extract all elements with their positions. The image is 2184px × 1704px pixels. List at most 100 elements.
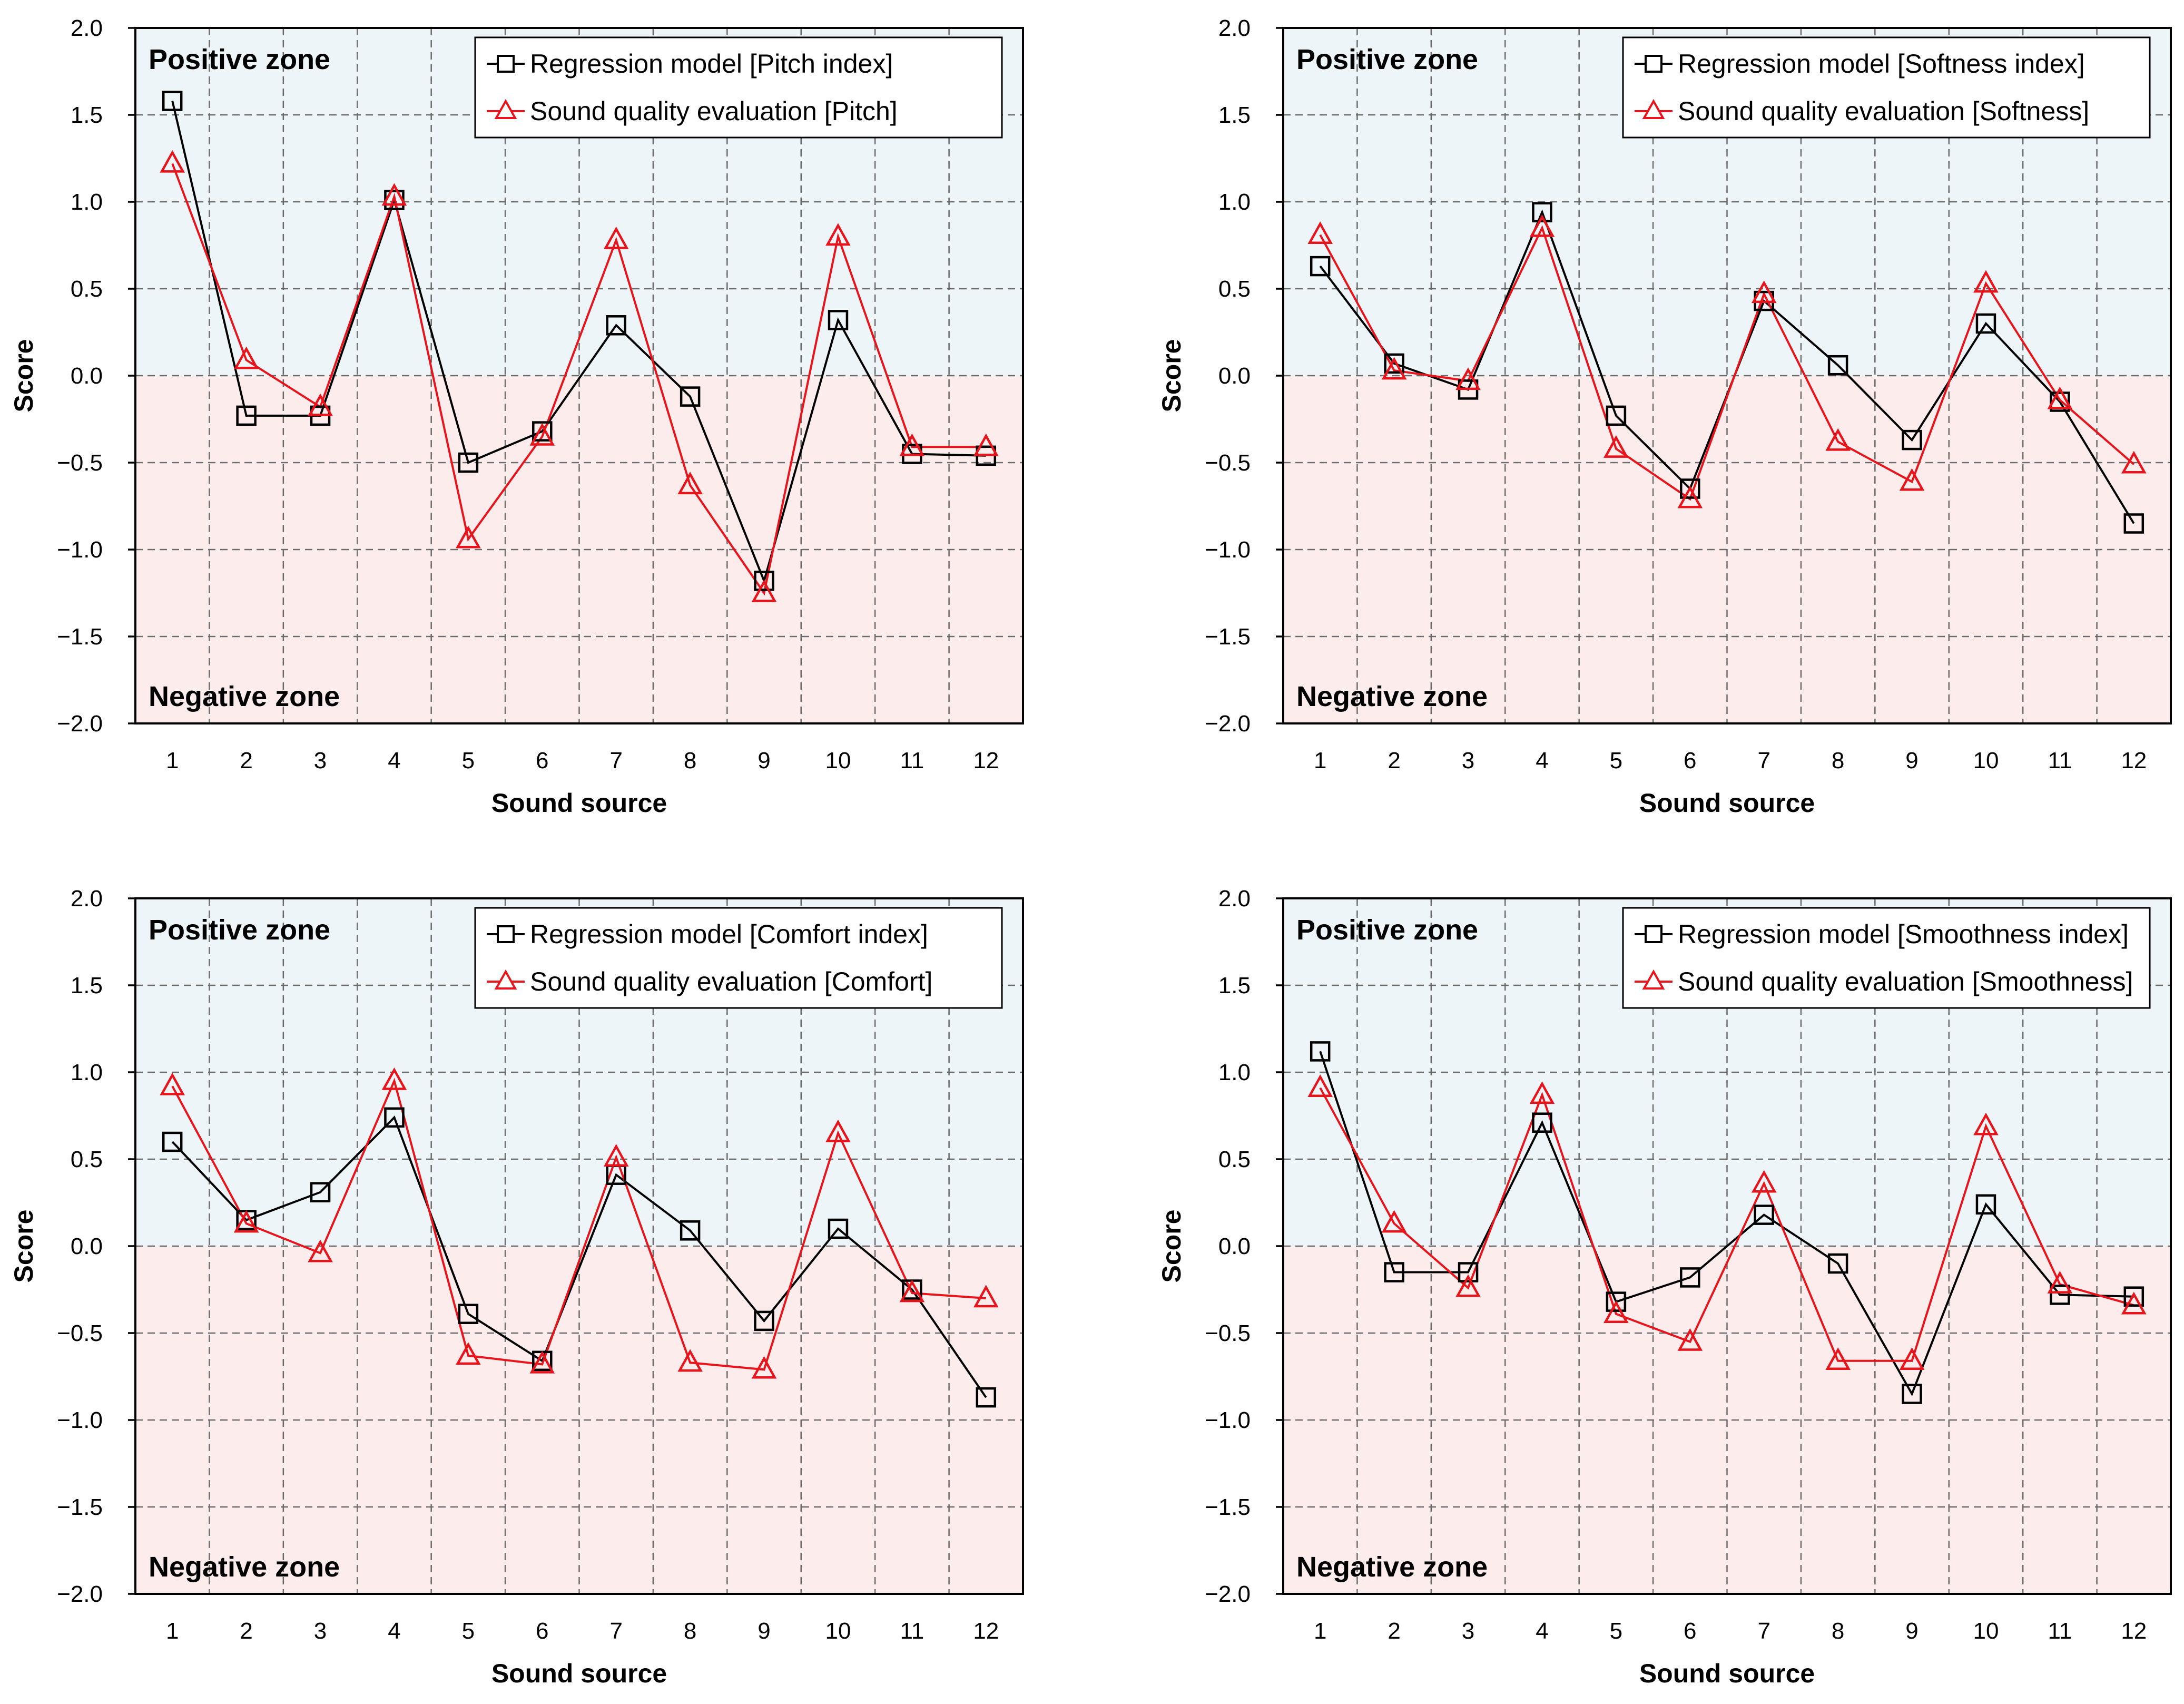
x-tick-label: 9 <box>757 748 770 773</box>
legend-label: Sound quality evaluation [Comfort] <box>530 967 932 996</box>
chart-panel-bottom-left: 2.01.51.00.50.0−0.5−1.0−1.5−2.01 2 3 4 5 6 7 8 9… <box>9 886 1024 1688</box>
y-tick-label: 0.5 <box>1218 276 1251 302</box>
regression-model-point <box>2050 391 2070 412</box>
regression-model-point <box>458 452 479 473</box>
sound-quality-evaluation-point <box>1529 214 1555 237</box>
regression-model-point <box>162 91 183 111</box>
x-tick-label: 6 <box>536 1618 548 1644</box>
sound-quality-evaluation-point <box>456 525 481 549</box>
sound-quality-evaluation-point <box>381 183 407 206</box>
sound-quality-evaluation-point <box>1381 1210 1407 1233</box>
x-tick-label: 5 <box>462 1618 475 1644</box>
x-tick-label: 6 <box>1684 748 1696 773</box>
y-tick-label: 0.5 <box>71 276 103 302</box>
x-axis-label: Sound source <box>1639 1659 1815 1688</box>
x-tick-label: 3 <box>314 1618 327 1644</box>
x-tick-label: 5 <box>1610 748 1622 773</box>
x-tick-label: 10 <box>825 1618 851 1644</box>
sound-quality-evaluation-point <box>1899 468 1925 491</box>
x-tick-label: 5 <box>462 748 475 773</box>
legend-label: Sound quality evaluation [Smoothness] <box>1678 967 2133 996</box>
y-tick-label: −0.5 <box>57 450 103 476</box>
y-tick-label: 0.0 <box>71 363 103 389</box>
y-tick-label: −1.5 <box>1205 624 1251 650</box>
legend-box <box>474 907 1003 1009</box>
x-tick-label: 4 <box>1536 1618 1548 1644</box>
x-tick-label: 8 <box>1832 1618 1844 1644</box>
y-tick-label: −1.5 <box>57 1494 103 1520</box>
legend-label: Regression model [Softness index] <box>1678 49 2085 79</box>
sound-quality-evaluation-point <box>899 433 925 456</box>
positive-zone-label: Positive zone <box>1296 914 1478 946</box>
x-tick-label: 8 <box>1832 748 1844 773</box>
regression-model-point <box>606 315 626 336</box>
legend-square-marker <box>497 55 515 73</box>
y-tick-label: 2.0 <box>1218 15 1251 41</box>
regression-model-point <box>680 386 701 407</box>
sound-quality-evaluation-point <box>751 579 777 602</box>
x-tick-label: 12 <box>973 748 999 773</box>
y-tick-label: 2.0 <box>71 15 103 41</box>
x-tick-label: 8 <box>684 748 696 773</box>
y-tick-label: −1.0 <box>1205 537 1251 563</box>
regression-model-point <box>2123 513 2144 534</box>
negative-zone-label: Negative zone <box>149 681 340 712</box>
legend-label: Regression model [Pitch index] <box>530 49 893 79</box>
regression-model-point <box>1902 1384 1922 1404</box>
regression-model-point <box>976 1387 997 1408</box>
y-tick-label: 0.0 <box>1218 363 1251 389</box>
x-tick-label: 3 <box>314 748 327 773</box>
sound-quality-evaluation-point <box>1455 1274 1481 1297</box>
chart-panel-top-left: 2.01.51.00.50.0−0.5−1.0−1.5−2.01 2 3 4 5 6 7 8 9… <box>9 15 1024 818</box>
regression-model-point <box>1754 1204 1774 1225</box>
regression-model-point <box>2050 1285 2070 1305</box>
legend-label: Regression model [Smoothness index] <box>1678 919 2129 949</box>
regression-model-point <box>1310 1041 1331 1062</box>
y-tick-label: 0.0 <box>1218 1233 1251 1259</box>
regression-model-point <box>1975 313 1996 334</box>
x-axis-label: Sound source <box>491 1659 667 1688</box>
positive-zone-label: Positive zone <box>149 914 330 946</box>
series-line-sound-quality-evaluation <box>171 1078 986 1371</box>
regression-model-point <box>1827 355 1848 376</box>
y-tick-label: 0.5 <box>71 1147 103 1172</box>
x-axis-label: Sound source <box>491 788 667 818</box>
y-tick-label: −1.5 <box>57 624 103 650</box>
sound-quality-evaluation-point <box>1751 1170 1777 1193</box>
regression-model-point <box>1902 429 1922 451</box>
x-tick-label: 2 <box>240 1618 252 1644</box>
sound-quality-evaluation-point <box>456 1342 481 1365</box>
regression-model-point <box>1532 1112 1552 1133</box>
negative-zone-label: Negative zone <box>1296 1551 1488 1583</box>
legend: Regression model [Smoothness index] Sound… <box>1622 907 2151 1009</box>
x-tick-label: 12 <box>2121 748 2147 773</box>
sound-quality-evaluation-point <box>2047 386 2073 409</box>
regression-model-point <box>1606 405 1627 426</box>
y-tick-label: 1.0 <box>1218 189 1251 215</box>
sound-quality-evaluation-point <box>1381 357 1407 380</box>
x-tick-label: 12 <box>2121 1618 2147 1644</box>
sound-quality-evaluation-point <box>1677 1328 1703 1351</box>
legend-triangle-marker <box>494 969 517 990</box>
regression-model-point <box>754 1310 774 1331</box>
x-tick-label: 4 <box>388 1618 400 1644</box>
series-line-sound-quality-evaluation <box>1319 1087 2134 1362</box>
sound-quality-evaluation-point <box>973 433 999 456</box>
y-tick-label: 0.5 <box>1218 1147 1251 1172</box>
sound-quality-evaluation-point <box>603 1144 629 1167</box>
legend-square-marker <box>497 925 515 943</box>
sound-quality-evaluation-point <box>1677 485 1703 508</box>
x-tick-label: 2 <box>240 748 252 773</box>
y-tick-label: 0.0 <box>71 1233 103 1259</box>
x-tick-label: 11 <box>2048 1618 2072 1644</box>
x-tick-label: 9 <box>1905 1618 1918 1644</box>
regression-model-point <box>2123 1286 2144 1307</box>
y-tick-label: 1.5 <box>71 102 103 128</box>
chart-panel-top-right: 2.01.51.00.50.0−0.5−1.0−1.5−2.01 2 3 4 5 6 7 8 9… <box>1157 15 2172 818</box>
sound-quality-evaluation-point <box>1973 270 1999 293</box>
x-tick-label: 7 <box>1757 1618 1770 1644</box>
regression-model-point <box>310 1182 331 1202</box>
x-tick-label: 9 <box>757 1618 770 1644</box>
regression-model-point <box>1827 1253 1848 1274</box>
sound-quality-evaluation-point <box>2047 1270 2073 1294</box>
